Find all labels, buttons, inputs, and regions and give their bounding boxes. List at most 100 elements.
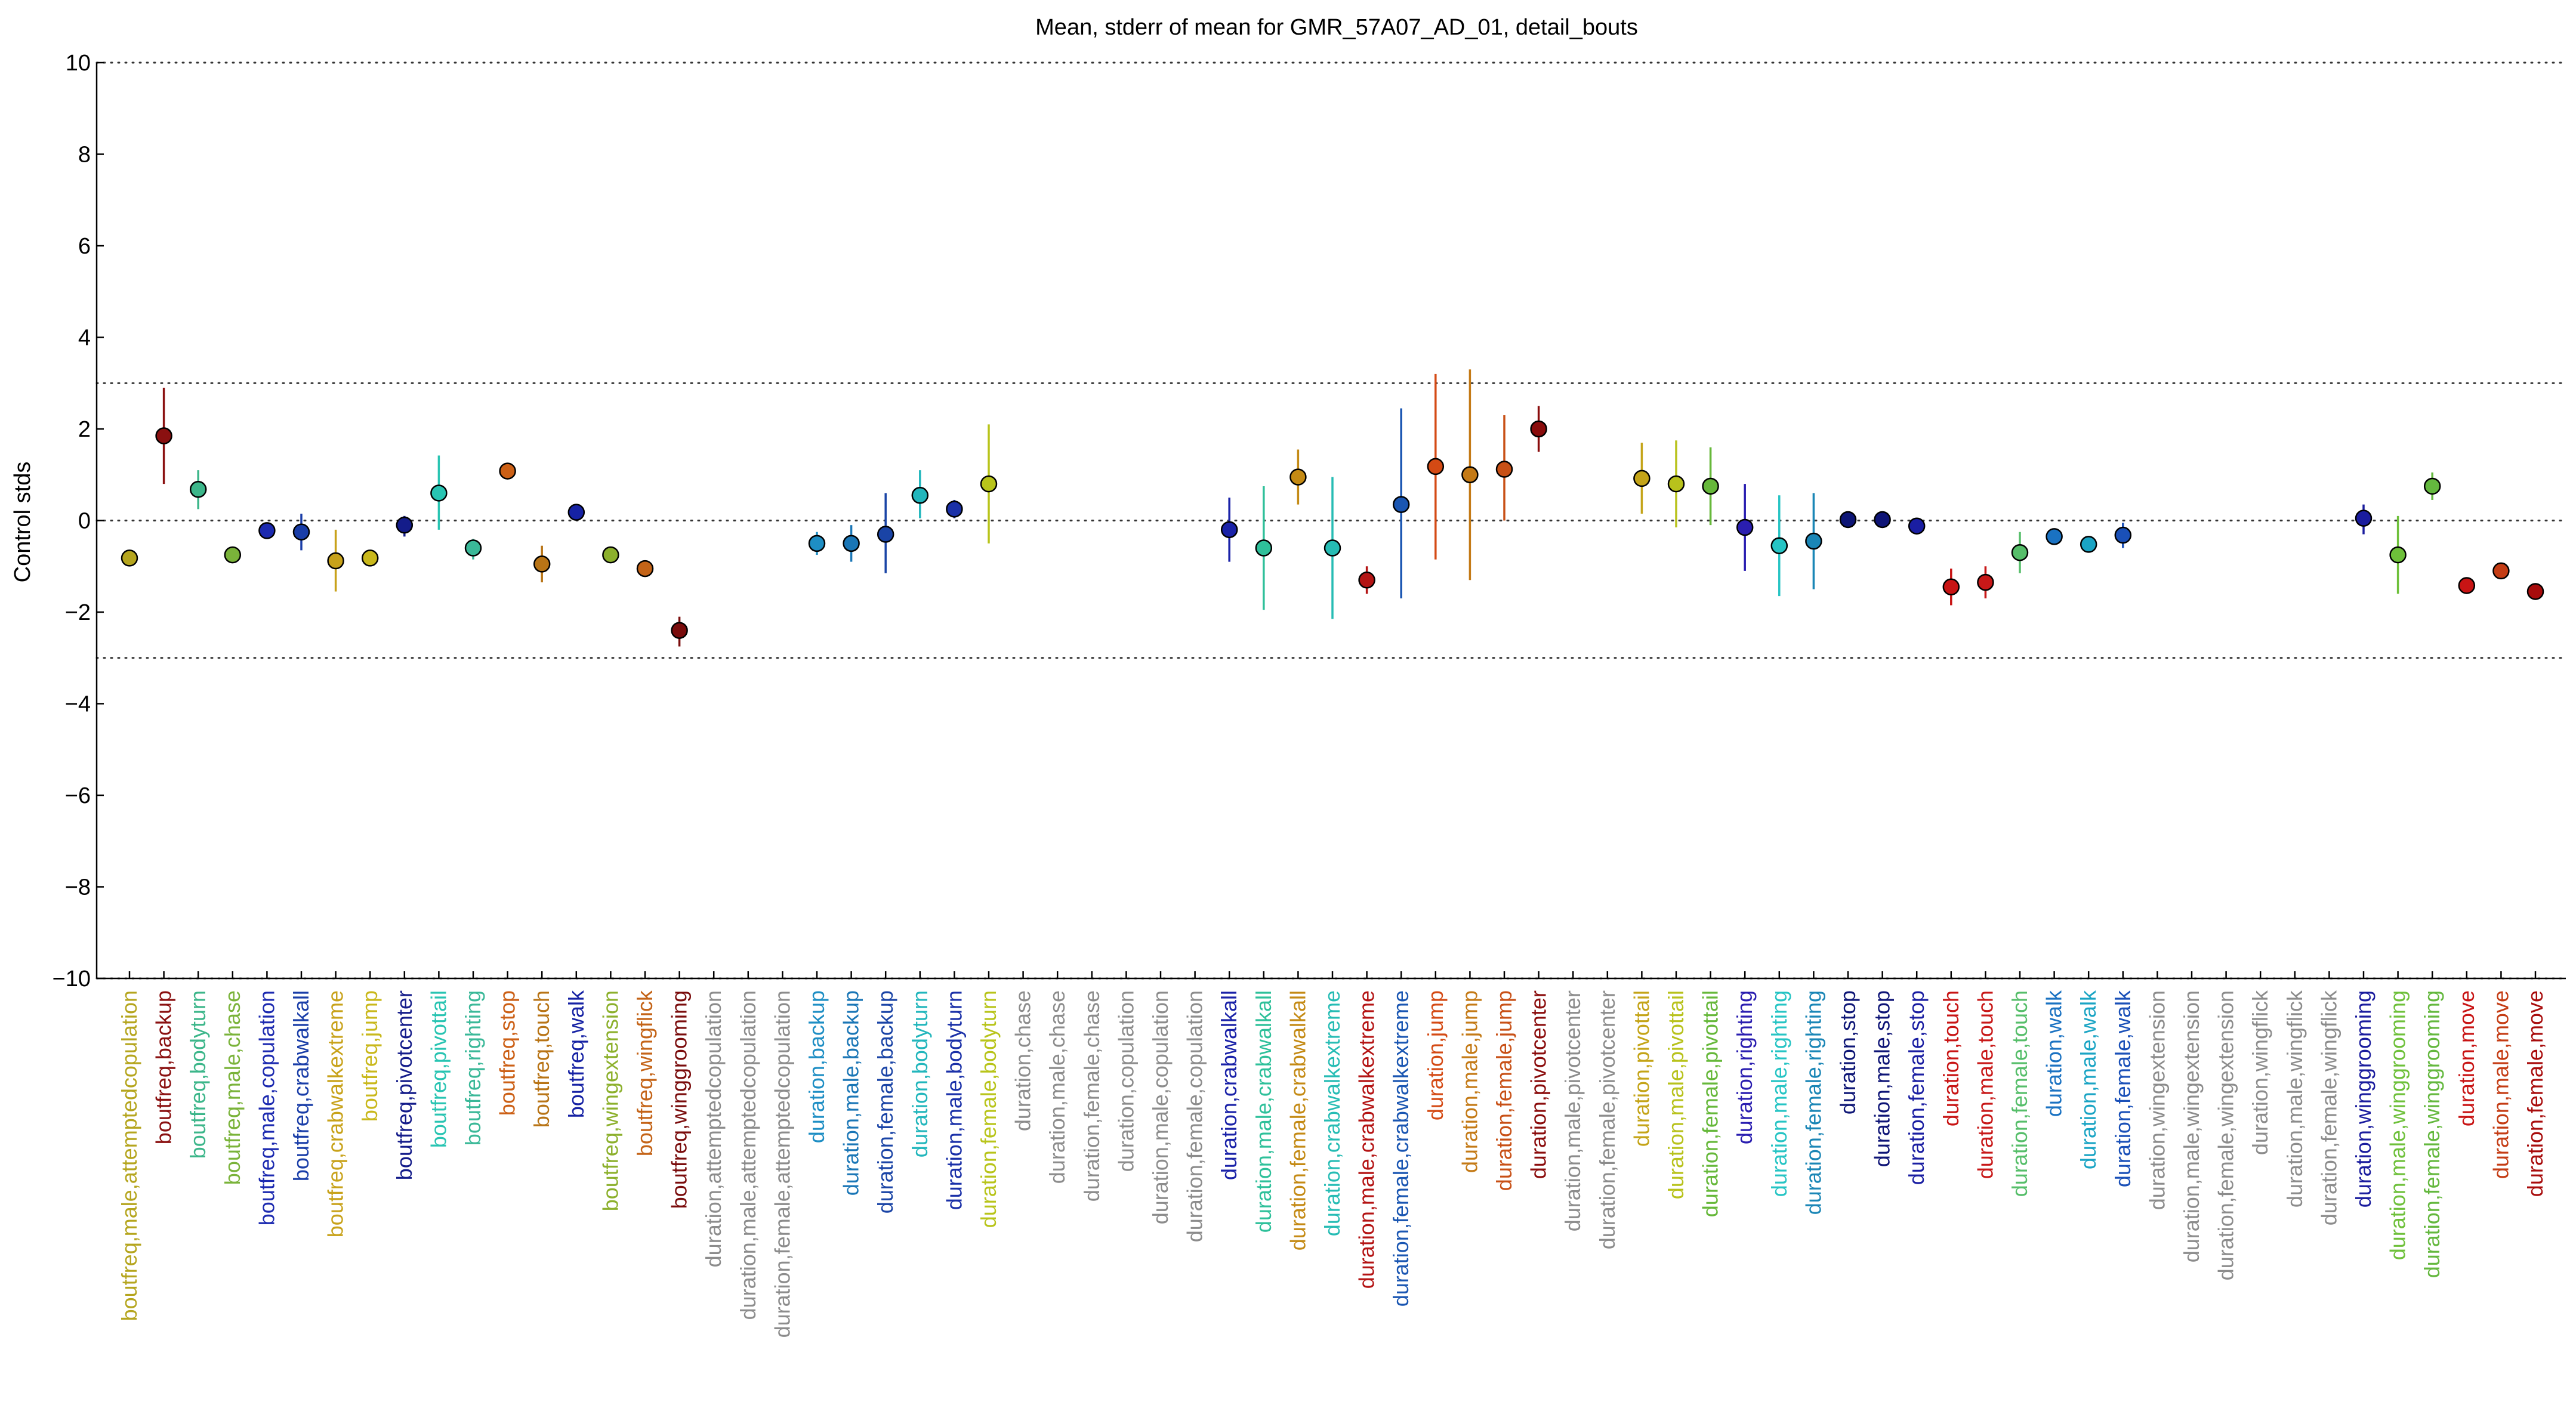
x-tick-label: duration,female,jump — [1492, 990, 1516, 1191]
x-tick-label: duration,female,righting — [1801, 990, 1825, 1215]
mean-point — [327, 552, 344, 570]
x-ticks: boutfreq,male,attemptedcopulation boutfre… — [117, 971, 2547, 1338]
x-tick-label: duration,female,walk — [2111, 990, 2135, 1187]
x-tick-label: duration,attemptedcopulation — [701, 990, 726, 1267]
x-tick-label: duration,male,copulation — [1148, 990, 1173, 1224]
mean-point — [1427, 458, 1445, 475]
mean-point — [1358, 572, 1375, 589]
y-tick-label: 10 — [66, 51, 91, 76]
x-tick-label: duration,male,righting — [1767, 990, 1791, 1197]
x-tick-label: boutfreq,backup — [152, 990, 176, 1144]
x-tick-label: duration,female,move — [2523, 990, 2547, 1197]
x-tick-label: duration,male,walk — [2076, 990, 2100, 1169]
x-tick-label: boutfreq,crabwalkextreme — [323, 990, 348, 1237]
x-tick-label: duration,female,pivotcenter — [1595, 990, 1619, 1249]
data-marks — [121, 369, 2544, 647]
mean-point — [2526, 583, 2544, 600]
x-tick-label: boutfreq,touch — [529, 990, 554, 1128]
x-tick-label: boutfreq,male,chase — [220, 990, 245, 1185]
x-tick-label: duration,female,crabwalkextreme — [1389, 990, 1413, 1307]
y-tick-label: 4 — [78, 326, 91, 351]
x-tick-label: duration,male,pivottail — [1664, 990, 1688, 1199]
mean-point — [464, 539, 482, 557]
mean-point — [1495, 461, 1513, 478]
x-tick-label: duration,wingflick — [2248, 990, 2272, 1155]
mean-point — [1736, 518, 1754, 536]
x-tick-label: duration,female,winggrooming — [2420, 990, 2444, 1278]
x-tick-label: boutfreq,winggrooming — [667, 990, 692, 1209]
x-tick-label: duration,stop — [1835, 990, 1860, 1114]
mean-point — [1220, 521, 1238, 539]
mean-point — [602, 546, 619, 564]
mean-point — [258, 522, 276, 539]
x-tick-label: duration,female,stop — [1904, 990, 1929, 1185]
mean-point — [1461, 466, 1479, 483]
mean-point — [2458, 577, 2476, 594]
x-tick-label: duration,male,bodyturn — [942, 990, 966, 1210]
x-tick-label: duration,copulation — [1113, 990, 1138, 1172]
mean-point — [877, 526, 894, 543]
x-tick-label: boutfreq,crabwalkall — [289, 990, 313, 1181]
y-tick-label: −2 — [65, 600, 91, 625]
x-tick-label: duration,male,crabwalkall — [1251, 990, 1276, 1233]
x-tick-label: duration,male,move — [2488, 990, 2513, 1179]
x-tick-label: duration,male,wingextension — [2179, 990, 2204, 1262]
mean-point — [155, 427, 172, 444]
x-tick-label: duration,female,touch — [2007, 990, 2032, 1197]
mean-point — [2114, 526, 2132, 544]
x-tick-label: duration,male,jump — [1457, 990, 1482, 1173]
y-tick-label: −4 — [65, 692, 91, 717]
mean-point — [636, 560, 654, 578]
x-tick-label: boutfreq,wingflick — [633, 990, 657, 1156]
mean-point — [2389, 546, 2407, 564]
mean-point — [980, 475, 998, 493]
y-tick-label: −6 — [65, 783, 91, 808]
chart-title: Mean, stderr of mean for GMR_57A07_AD_01… — [1035, 15, 1638, 40]
x-tick-label: boutfreq,male,copulation — [254, 990, 279, 1225]
mean-point — [189, 481, 207, 498]
mean-point — [1839, 511, 1857, 529]
mean-point — [2423, 477, 2441, 495]
x-tick-label: duration,male,crabwalkextreme — [1355, 990, 1379, 1289]
mean-point — [1805, 532, 1822, 550]
x-tick-label: duration,bodyturn — [908, 990, 932, 1157]
y-tick-label: −8 — [65, 875, 91, 900]
mean-point — [1770, 537, 1788, 554]
x-tick-label: duration,male,wingflick — [2282, 990, 2307, 1208]
mean-point — [224, 546, 242, 564]
y-tick-label: −10 — [53, 966, 91, 992]
mean-point — [1874, 511, 1891, 529]
y-tick-label: 6 — [78, 234, 91, 259]
x-tick-label: duration,pivottail — [1629, 990, 1653, 1147]
mean-point — [121, 549, 138, 567]
mean-point — [2011, 543, 2029, 561]
y-axis-label: Control stds — [10, 462, 35, 583]
reference-lines — [95, 61, 2567, 980]
y-tick-label: 2 — [78, 417, 91, 442]
x-tick-label: boutfreq,pivottail — [426, 990, 451, 1148]
x-tick-label: duration,female,chase — [1079, 990, 1104, 1202]
x-tick-label: duration,righting — [1732, 990, 1757, 1144]
mean-point — [843, 535, 860, 552]
x-tick-label: boutfreq,bodyturn — [186, 990, 210, 1159]
x-tick-label: duration,female,wingflick — [2316, 990, 2341, 1225]
y-tick-label: 8 — [78, 143, 91, 168]
mean-point — [1702, 477, 1719, 495]
x-tick-label: duration,female,copulation — [1183, 990, 1207, 1242]
x-tick-label: boutfreq,walk — [564, 990, 588, 1118]
x-tick-label: boutfreq,male,attemptedcopulation — [117, 990, 141, 1321]
x-tick-label: duration,move — [2454, 990, 2479, 1126]
mean-point — [1255, 539, 1273, 557]
mean-point — [946, 501, 963, 518]
x-tick-label: duration,touch — [1939, 990, 1963, 1126]
mean-point — [1908, 517, 1926, 535]
x-tick-label: duration,backup — [804, 990, 829, 1143]
mean-point — [396, 516, 414, 534]
mean-point — [1977, 573, 1994, 591]
mean-point — [567, 504, 585, 521]
x-tick-label: boutfreq,stop — [495, 990, 520, 1116]
x-tick-label: duration,female,attemptedcopulation — [770, 990, 794, 1338]
x-tick-label: duration,female,pivottail — [1698, 990, 1723, 1217]
mean-point — [2080, 536, 2097, 553]
mean-point — [2492, 562, 2510, 580]
